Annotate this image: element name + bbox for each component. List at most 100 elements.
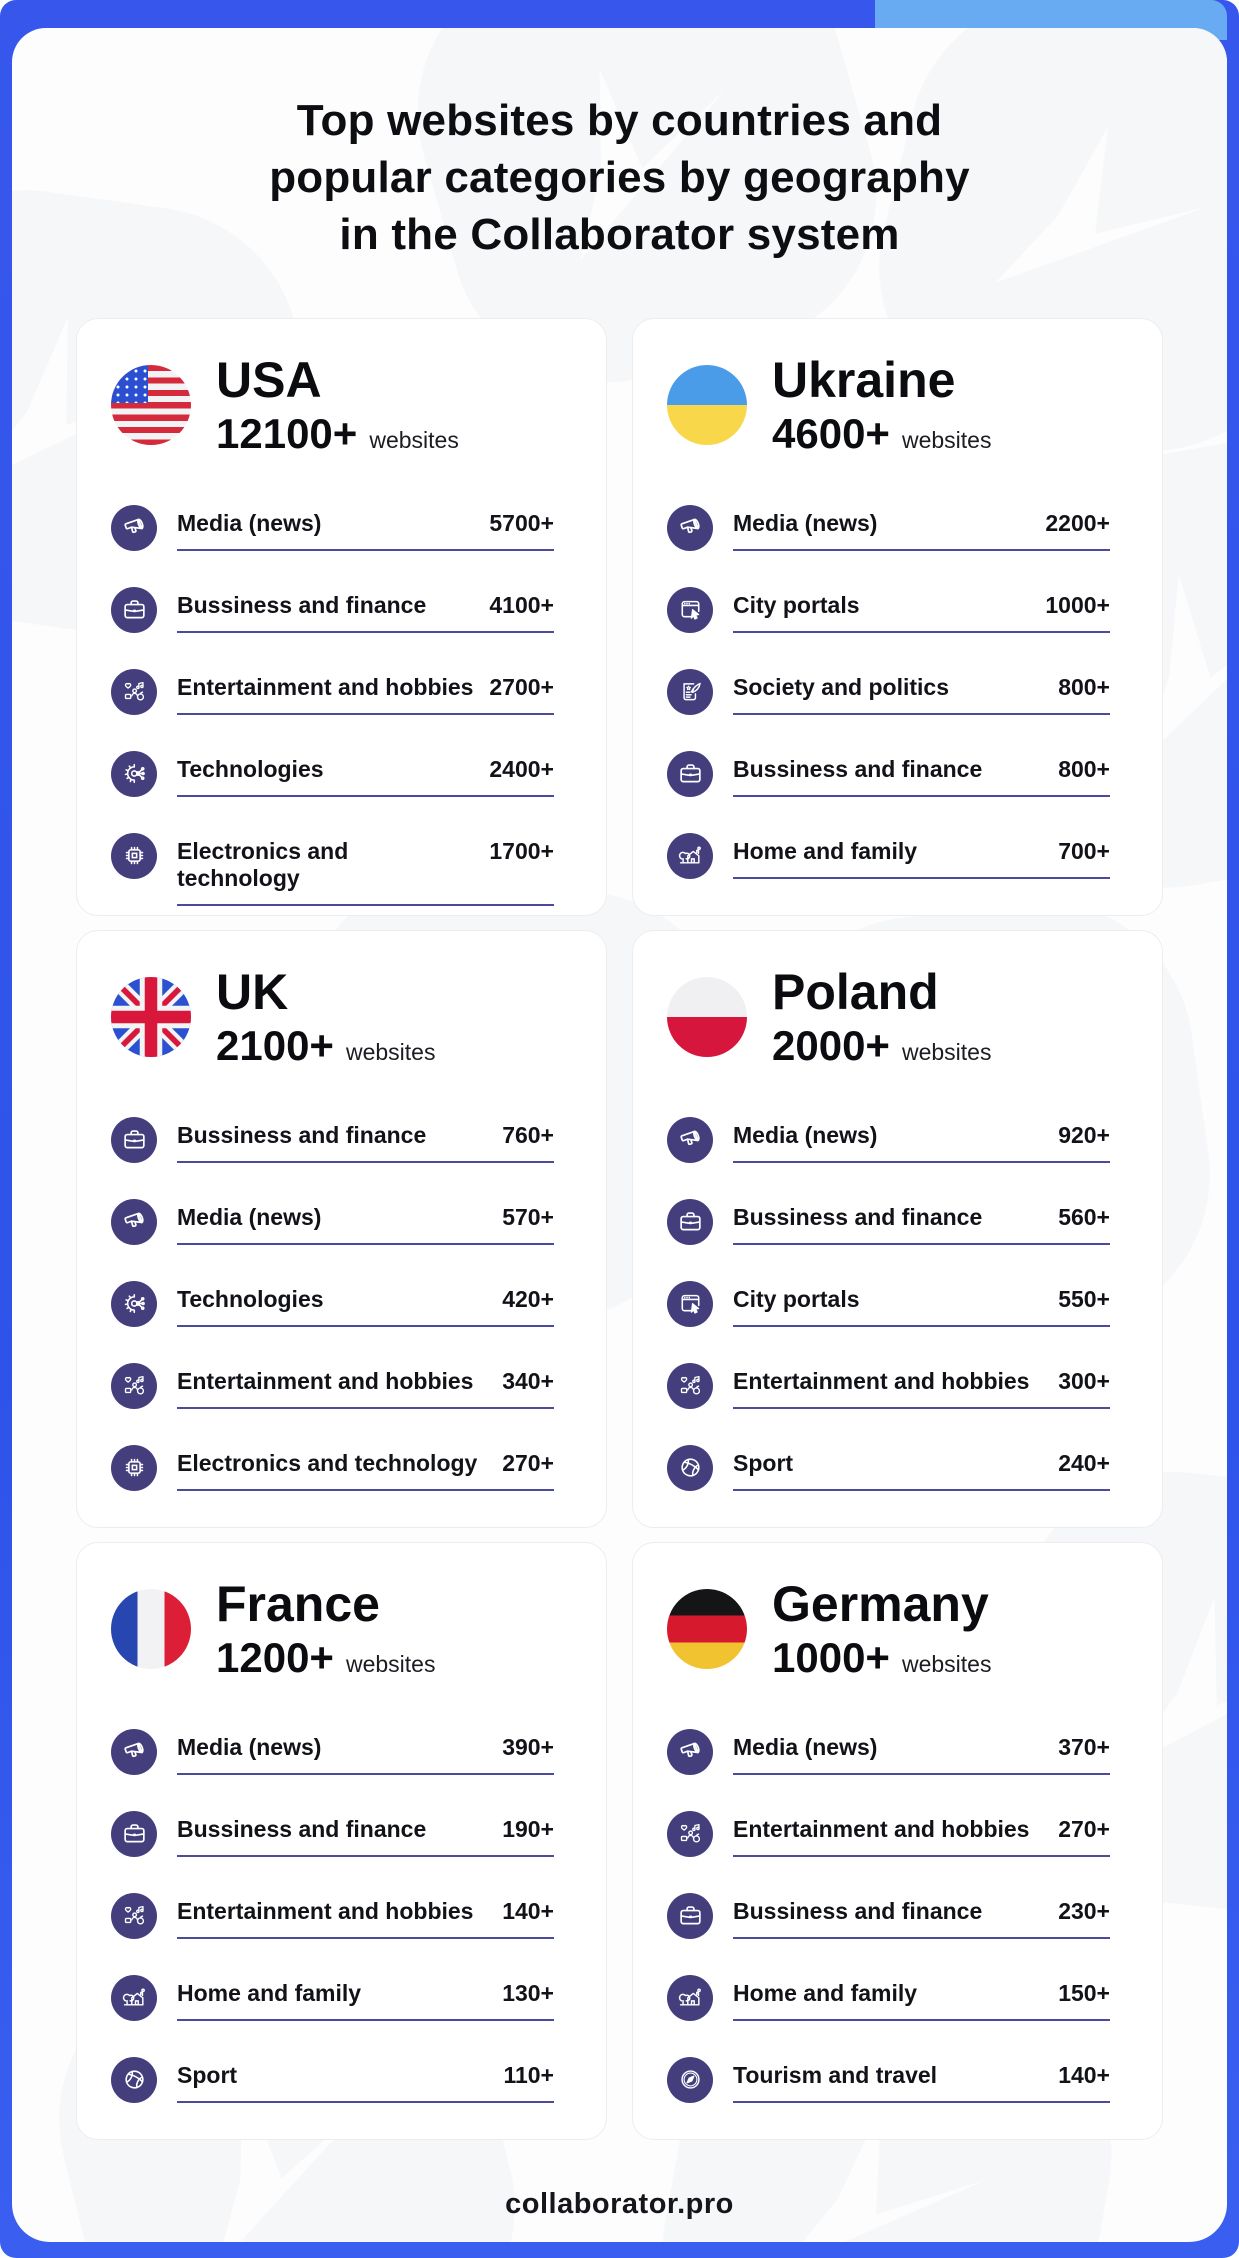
- category-row: Home and family 150+: [667, 1974, 1110, 2021]
- megaphone-icon: [667, 1116, 713, 1163]
- category-row: Bussiness and finance 230+: [667, 1892, 1110, 1939]
- category-row: Entertainment and hobbies 340+: [111, 1362, 554, 1409]
- category-content: Technologies 2400+: [177, 751, 554, 797]
- country-card-uk: UK 2100+ websites Bussiness and finance 760+…: [76, 929, 607, 1528]
- category-row: Electronics and technology 1700+: [111, 832, 554, 906]
- category-label: Bussiness and finance: [177, 1815, 427, 1842]
- category-content: Electronics and technology 270+: [177, 1445, 554, 1491]
- category-value: 340+: [502, 1367, 554, 1394]
- category-label: Entertainment and hobbies: [733, 1815, 1030, 1842]
- category-value: 140+: [1058, 2061, 1110, 2088]
- category-row: Entertainment and hobbies 270+: [667, 1810, 1110, 1857]
- category-row: Media (news) 2200+: [667, 504, 1110, 551]
- uk-flag-icon: [111, 976, 191, 1057]
- category-value: 230+: [1058, 1897, 1110, 1924]
- category-row: Media (news) 920+: [667, 1116, 1110, 1163]
- category-label: Bussiness and finance: [177, 1121, 427, 1148]
- category-content: Entertainment and hobbies 300+: [733, 1363, 1110, 1409]
- megaphone-icon: [667, 504, 713, 551]
- category-value: 800+: [1058, 673, 1110, 700]
- megaphone-icon: [111, 1728, 157, 1775]
- category-row: Technologies 420+: [111, 1280, 554, 1327]
- category-row: Home and family 700+: [667, 832, 1110, 879]
- category-label: Bussiness and finance: [733, 1897, 983, 1924]
- france-flag-icon: [111, 1588, 191, 1669]
- website-count-line: 2100+ websites: [216, 1022, 435, 1070]
- category-label: Entertainment and hobbies: [177, 673, 474, 700]
- category-row: Bussiness and finance 560+: [667, 1198, 1110, 1245]
- ukraine-flag-icon: [667, 364, 747, 445]
- document-quill-icon: [667, 668, 713, 715]
- megaphone-icon: [111, 1198, 157, 1245]
- category-value: 1700+: [489, 837, 554, 864]
- briefcase-icon: [667, 750, 713, 797]
- briefcase-icon: [667, 1892, 713, 1939]
- category-list: Media (news) 920+ Bussiness and finance 560…: [667, 1116, 1110, 1491]
- category-label: Technologies: [177, 1285, 324, 1312]
- category-row: Media (news) 390+: [111, 1728, 554, 1775]
- card-header: USA 12100+ websites: [111, 349, 554, 461]
- category-row: Bussiness and finance 4100+: [111, 586, 554, 633]
- website-count: 2100+: [216, 1021, 334, 1069]
- category-content: Bussiness and finance 190+: [177, 1811, 554, 1857]
- category-label: Electronics and technology: [177, 837, 349, 891]
- category-content: Home and family 150+: [733, 1975, 1110, 2021]
- card-title-block: UK 2100+ websites: [216, 964, 435, 1070]
- category-label: Electronics and technology: [177, 1449, 478, 1476]
- country-name: Ukraine: [772, 351, 956, 408]
- category-value: 150+: [1058, 1979, 1110, 2006]
- card-title-block: Ukraine 4600+ websites: [772, 352, 991, 458]
- basketball-icon: [667, 1444, 713, 1491]
- entertainment-doodles-icon: [111, 1892, 157, 1939]
- category-row: Sport 240+: [667, 1444, 1110, 1491]
- category-row: Bussiness and finance 800+: [667, 750, 1110, 797]
- category-row: Entertainment and hobbies 2700+: [111, 668, 554, 715]
- briefcase-icon: [111, 1116, 157, 1163]
- category-value: 300+: [1058, 1367, 1110, 1394]
- category-value: 2400+: [489, 755, 554, 782]
- country-card-germany: Germany 1000+ websites Media (news) 370+ Ente…: [632, 1541, 1163, 2140]
- category-content: Sport 240+: [733, 1445, 1110, 1491]
- country-name: USA: [216, 351, 322, 408]
- category-label: Media (news): [177, 1733, 322, 1760]
- category-list: Media (news) 370+ Entertainment and hobbie…: [667, 1728, 1110, 2103]
- entertainment-doodles-icon: [111, 668, 157, 715]
- category-row: Electronics and technology 270+: [111, 1444, 554, 1491]
- country-card-usa: USA 12100+ websites Media (news) 5700+ Bussin…: [76, 317, 607, 916]
- footer-brand: collaborator.pro: [505, 2187, 734, 2220]
- briefcase-icon: [111, 586, 157, 633]
- category-row: Bussiness and finance 760+: [111, 1116, 554, 1163]
- category-label: City portals: [733, 1285, 860, 1312]
- card-header: Germany 1000+ websites: [667, 1573, 1110, 1685]
- card-title-block: Poland 2000+ websites: [772, 964, 991, 1070]
- website-count: 2000+: [772, 1021, 890, 1069]
- website-count: 1000+: [772, 1633, 890, 1681]
- category-row: Society and politics 800+: [667, 668, 1110, 715]
- category-content: Entertainment and hobbies 140+: [177, 1893, 554, 1939]
- category-content: Home and family 130+: [177, 1975, 554, 2021]
- country-card-france: France 1200+ websites Media (news) 390+ Bussi…: [76, 1541, 607, 2140]
- category-row: Media (news) 5700+: [111, 504, 554, 551]
- browser-cursor-icon: [667, 586, 713, 633]
- category-content: City portals 550+: [733, 1281, 1110, 1327]
- category-content: Home and family 700+: [733, 833, 1110, 879]
- category-content: Bussiness and finance 4100+: [177, 587, 554, 633]
- category-label: Home and family: [177, 1979, 362, 2006]
- category-value: 1000+: [1045, 591, 1110, 618]
- category-content: Media (news) 570+: [177, 1199, 554, 1245]
- gear-circuit-icon: [111, 1280, 157, 1327]
- category-value: 420+: [502, 1285, 554, 1312]
- website-count-line: 1200+ websites: [216, 1634, 435, 1682]
- category-label: Tourism and travel: [733, 2061, 938, 2088]
- category-list: Media (news) 390+ Bussiness and finance 190…: [111, 1728, 554, 2103]
- category-row: Home and family 130+: [111, 1974, 554, 2021]
- category-label: Home and family: [733, 837, 918, 864]
- country-name: Poland: [772, 963, 939, 1020]
- category-label: Sport: [733, 1449, 794, 1476]
- category-content: Media (news) 390+: [177, 1729, 554, 1775]
- category-value: 2200+: [1045, 509, 1110, 536]
- category-value: 760+: [502, 1121, 554, 1148]
- website-count: 1200+: [216, 1633, 334, 1681]
- category-content: Tourism and travel 140+: [733, 2057, 1110, 2103]
- category-value: 800+: [1058, 755, 1110, 782]
